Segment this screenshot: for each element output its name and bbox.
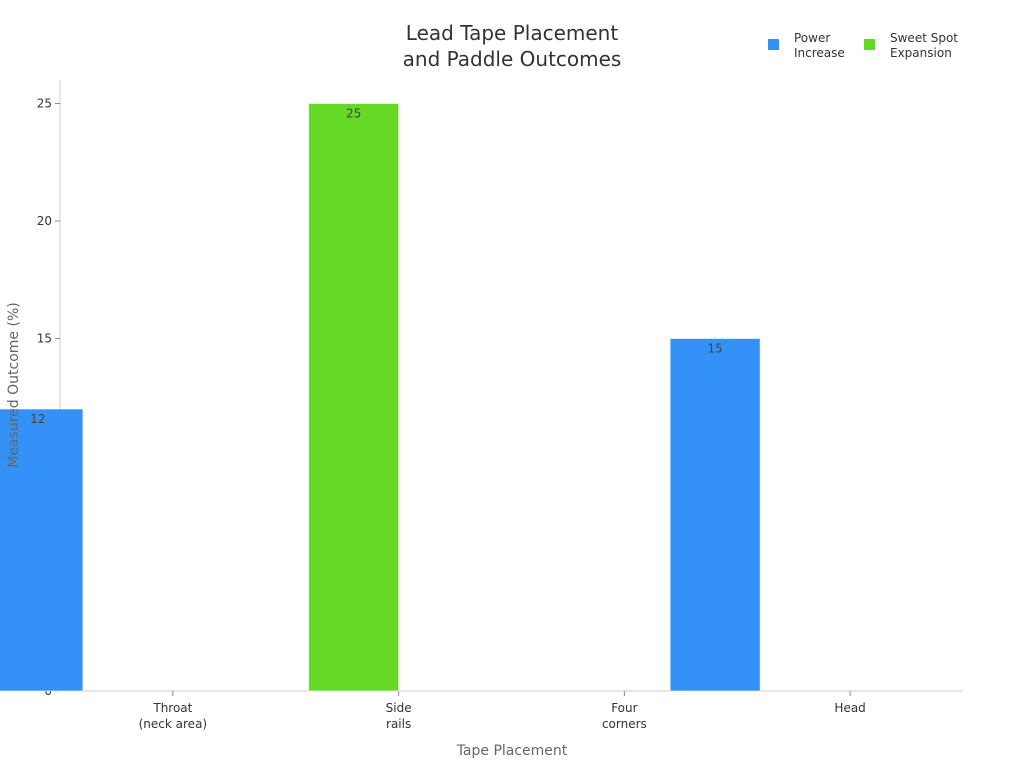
legend-label: Sweet Spot Expansion — [890, 31, 958, 60]
legend-swatch — [768, 39, 779, 50]
y-tick-label: 25 — [37, 97, 52, 111]
bar — [0, 408, 84, 692]
bar — [669, 338, 761, 692]
bar — [308, 103, 400, 692]
x-tick-label-line: Throat — [152, 701, 192, 715]
data-label: 25 — [346, 107, 361, 121]
y-tick-label: 20 — [37, 214, 52, 228]
data-label: 15 — [707, 342, 722, 356]
x-tick-label-line: Head — [834, 701, 865, 715]
y-axis-label: Measured Outcome (%) — [6, 302, 22, 467]
legend-label-line: Sweet Spot — [890, 31, 958, 45]
legend-label-line: Increase — [794, 46, 845, 60]
x-tick-label-line: rails — [386, 717, 411, 731]
data-label: 12 — [30, 412, 45, 426]
x-tick-label: Throat (neck area) — [139, 701, 207, 731]
x-tick-label-line: (neck area) — [139, 717, 207, 731]
legend-label-line: Power — [794, 31, 830, 45]
chart-title-line: Lead Tape Placement — [406, 21, 619, 45]
x-tick-label-line: Side — [386, 701, 412, 715]
x-tick-label: Head — [834, 701, 865, 715]
x-tick-label: Side rails — [386, 701, 412, 731]
legend-swatch — [864, 39, 875, 50]
x-tick-label: Four corners — [602, 701, 647, 731]
x-axis-label: Tape Placement — [456, 743, 568, 759]
chart-title-line: and Paddle Outcomes — [403, 47, 622, 71]
y-tick-label: 15 — [37, 332, 52, 346]
legend-label-line: Expansion — [890, 46, 952, 60]
x-tick-label-line: Four — [611, 701, 637, 715]
x-tick-label-line: corners — [602, 717, 647, 731]
chart-title: Lead Tape Placement and Paddle Outcomes — [403, 21, 622, 71]
legend-label: Power Increase — [794, 31, 845, 60]
